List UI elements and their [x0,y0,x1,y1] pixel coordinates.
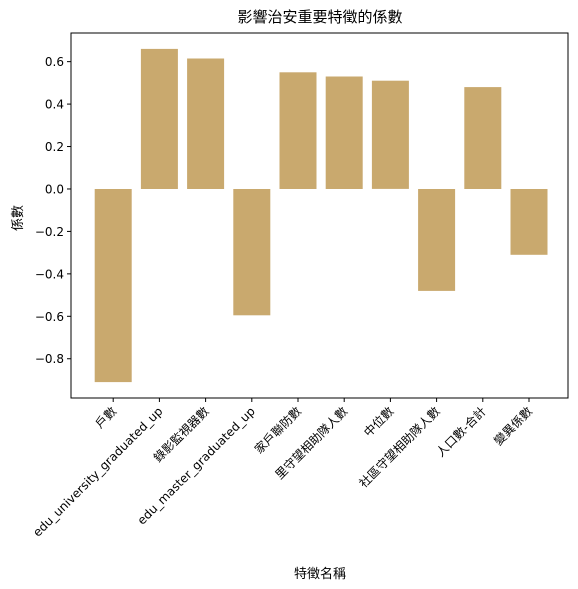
bar [418,189,456,291]
bar [187,58,225,189]
chart-title: 影響治安重要特徵的係數 [237,8,402,26]
x-tick-label: 戶數 [92,404,119,431]
bar [371,80,409,189]
y-tick-label: 0.0 [45,182,64,196]
y-tick-label: 0.6 [45,55,64,69]
y-tick-label: −0.6 [35,310,64,324]
x-tick-label: 人口數-合計 [433,404,489,460]
bar [510,189,548,255]
bar [233,189,271,316]
y-axis-ticks: −0.8 −0.6 −0.4 −0.2 0.0 0.2 0.4 0.6 [35,55,71,366]
x-axis-ticks: 戶數edu_university_graduated_up錄影監視器數edu_m… [30,398,535,540]
x-tick-label: 社區守望相助隊人數 [356,404,443,491]
bars-group [94,48,548,383]
y-tick-label: 0.4 [45,98,64,112]
x-tick-label: 中位數 [360,404,396,440]
plot-frame [70,32,569,399]
bar [140,48,178,190]
y-tick-label: −0.8 [35,352,64,366]
y-tick-label: −0.2 [35,225,64,239]
bar [325,76,363,189]
bar [279,72,317,189]
y-axis-label: 係數 [11,205,26,231]
y-tick-label: 0.2 [45,140,64,154]
x-axis-label: 特徵名稱 [294,566,346,582]
x-tick-label: 變異係數 [491,404,536,449]
bar [464,87,502,189]
bar [94,189,132,383]
y-tick-label: −0.4 [35,267,64,281]
